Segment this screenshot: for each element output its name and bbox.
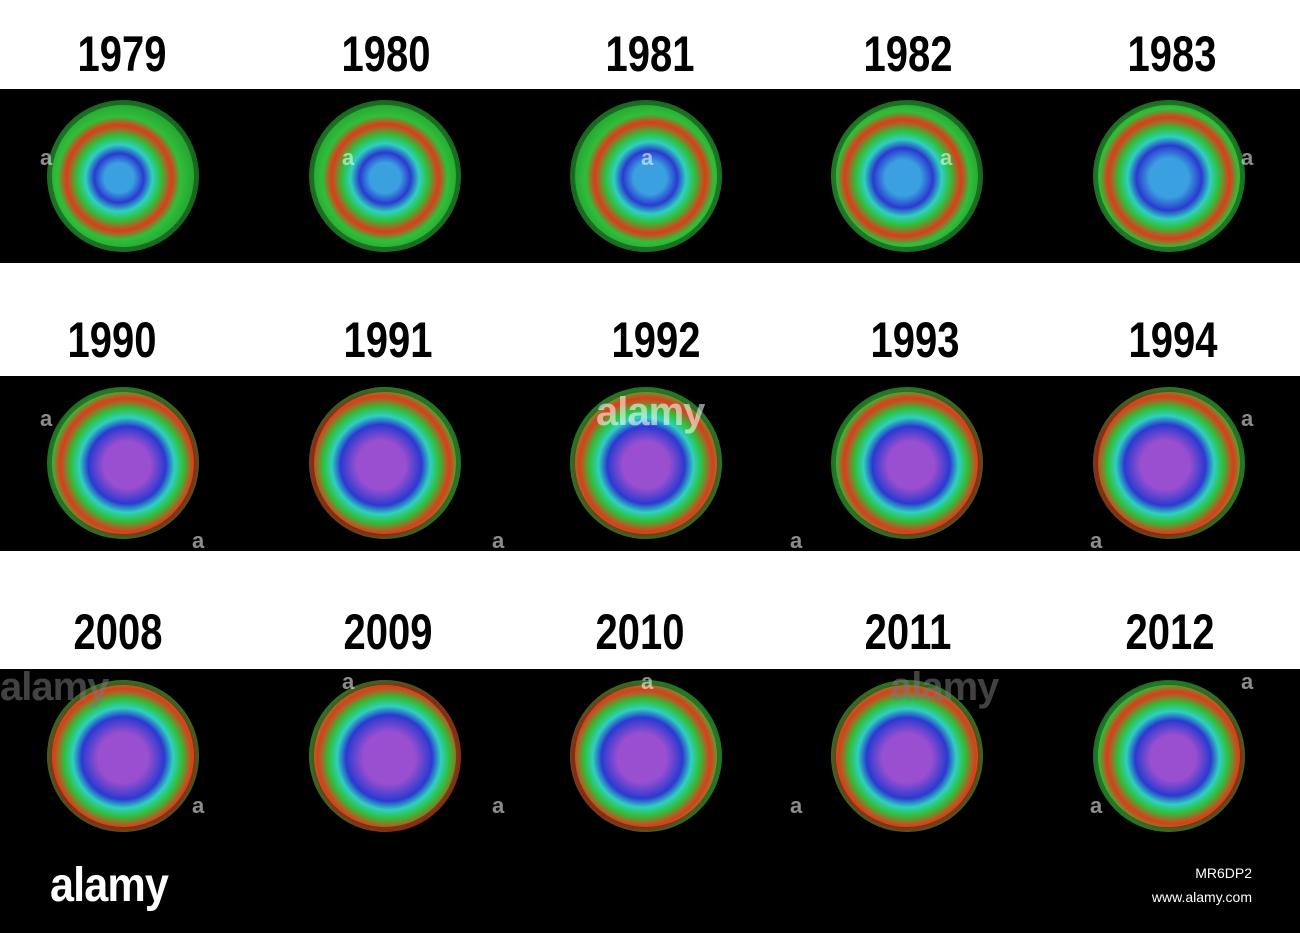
- watermark-word: alamy: [890, 665, 999, 709]
- watermark-word: alamy: [0, 665, 109, 709]
- watermark-mark: a: [641, 145, 654, 170]
- ozone-globe: [1093, 680, 1245, 832]
- year-label: 1991: [343, 312, 433, 368]
- ozone-field: [1093, 680, 1245, 832]
- ozone-field: [831, 100, 983, 252]
- watermark-mark: a: [492, 528, 505, 553]
- watermark-mark: a: [1241, 406, 1254, 431]
- ozone-globe: [570, 387, 722, 539]
- ozone-globe: [309, 100, 461, 252]
- watermark-mark: a: [192, 528, 205, 553]
- globe-svg: [1093, 100, 1245, 252]
- year-row-1: 1979 1980 1981 1982 1983: [0, 24, 1300, 84]
- image-id: MR6DP2: [1195, 865, 1252, 881]
- year-label: 1979: [77, 26, 167, 82]
- year-label: 1993: [870, 312, 960, 368]
- ozone-field: [47, 680, 199, 832]
- globe-svg: [831, 680, 983, 832]
- watermark-mark: a: [342, 669, 355, 694]
- globe-svg: [47, 680, 199, 832]
- ozone-globe: [570, 680, 722, 832]
- globe-band-2: a a a a a a alamy: [0, 376, 1300, 553]
- ozone-field: [570, 387, 722, 539]
- ozone-globe: [47, 100, 199, 252]
- globe-svg: [309, 680, 461, 832]
- globe-svg: [1093, 387, 1245, 539]
- alamy-logo: alamy: [50, 859, 169, 912]
- watermark-mark: a: [342, 145, 355, 170]
- year-label: 2011: [864, 604, 952, 660]
- watermark-mark: a: [1090, 793, 1103, 818]
- ozone-globe: [831, 100, 983, 252]
- watermark-word: alamy: [596, 390, 705, 434]
- globe-svg: [47, 100, 199, 252]
- watermark-mark: a: [40, 406, 53, 431]
- watermark-mark: a: [641, 669, 654, 694]
- globe-svg: [570, 387, 722, 539]
- globe-svg: [47, 387, 199, 539]
- globe-band-1: a a a a a: [0, 89, 1300, 263]
- globe-svg: [831, 100, 983, 252]
- ozone-field: [1093, 100, 1245, 252]
- ozone-globe: [309, 387, 461, 539]
- ozone-globe: [1093, 100, 1245, 252]
- ozone-globe: [47, 387, 199, 539]
- year-label: 1981: [605, 26, 695, 82]
- ozone-globe: [309, 680, 461, 832]
- year-label: 2012: [1125, 604, 1215, 660]
- year-label: 2009: [343, 604, 433, 660]
- ozone-globe: [570, 100, 722, 252]
- globe-svg: [309, 100, 461, 252]
- year-label: 2008: [73, 604, 163, 660]
- ozone-globe: [1093, 387, 1245, 539]
- watermark-mark: a: [1241, 145, 1254, 170]
- ozone-field: [309, 387, 461, 539]
- globe-svg: [570, 100, 722, 252]
- watermark-mark: a: [192, 793, 205, 818]
- year-label: 1992: [611, 312, 701, 368]
- ozone-field: [309, 680, 461, 832]
- globe-svg: [1093, 680, 1245, 832]
- year-label: 1980: [341, 26, 431, 82]
- year-row-3: 2008 2009 2010 2011 2012: [0, 602, 1300, 662]
- ozone-field: [47, 387, 199, 539]
- credit-site: www.alamy.com: [1151, 889, 1252, 905]
- ozone-field: [831, 680, 983, 832]
- year-label: 2010: [595, 604, 685, 660]
- year-row-2: 1990 1991 1992 1993 1994: [0, 310, 1300, 370]
- globe-svg: [831, 387, 983, 539]
- watermark-mark: a: [40, 145, 53, 170]
- ozone-field: [570, 680, 722, 832]
- year-label: 1994: [1128, 312, 1218, 368]
- year-label: 1982: [863, 26, 953, 82]
- globe-svg: [570, 680, 722, 832]
- year-label: 1983: [1127, 26, 1217, 82]
- year-label: 1990: [67, 312, 157, 368]
- ozone-globe: [831, 680, 983, 832]
- ozone-globe: [831, 387, 983, 539]
- watermark-mark: a: [1090, 528, 1103, 553]
- ozone-globe: [47, 680, 199, 832]
- ozone-field: [1093, 387, 1245, 539]
- watermark-mark: a: [492, 793, 505, 818]
- ozone-field: [309, 100, 461, 252]
- watermark-mark: a: [1241, 669, 1254, 694]
- watermark-mark: a: [790, 793, 803, 818]
- ozone-field: [570, 100, 722, 252]
- globe-band-3: a a a a a a a alamy alamy MR6DP2 www.ala…: [0, 665, 1300, 933]
- watermark-mark: a: [940, 145, 953, 170]
- ozone-field: [831, 387, 983, 539]
- ozone-field: [47, 100, 199, 252]
- watermark-mark: a: [790, 528, 803, 553]
- globe-svg: [309, 387, 461, 539]
